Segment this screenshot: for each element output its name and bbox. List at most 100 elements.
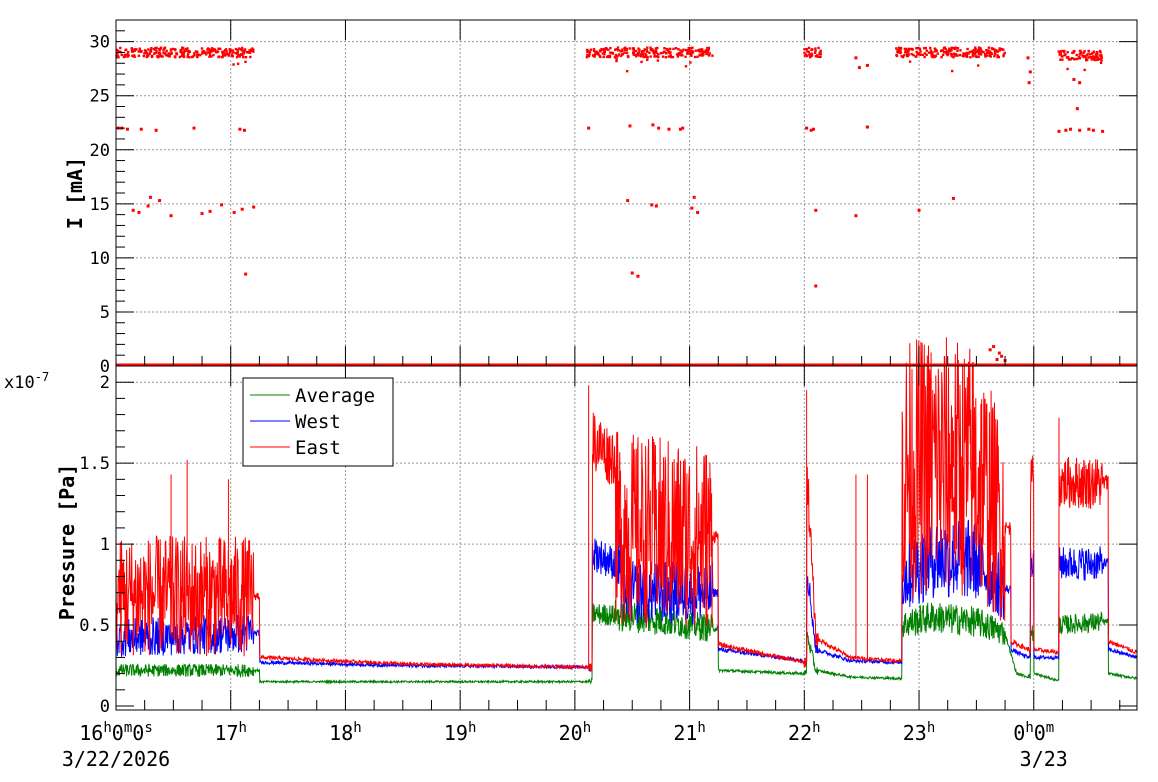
- current-point: [154, 128, 158, 132]
- current-point: [1026, 56, 1030, 60]
- current-point: [607, 48, 610, 52]
- current-point: [160, 54, 163, 58]
- x-tick-label: 18h: [329, 720, 362, 745]
- x-tick-unit: s: [144, 720, 152, 736]
- current-point: [1091, 128, 1095, 132]
- current-point: [918, 53, 921, 56]
- x-tick-label: 22h: [788, 720, 821, 745]
- current-point: [156, 55, 159, 58]
- current-point: [1075, 53, 1078, 57]
- current-point: [625, 48, 628, 52]
- current-point: [682, 48, 685, 51]
- current-point: [193, 54, 196, 57]
- current-point: [665, 48, 669, 51]
- current-point: [243, 48, 247, 52]
- current-point: [967, 52, 970, 55]
- current-point: [645, 54, 648, 57]
- current-point: [634, 53, 637, 56]
- bottom-y-tick-label: 0.5: [79, 616, 110, 636]
- x-tick-value: 19: [444, 721, 468, 745]
- current-point: [235, 55, 239, 59]
- current-point: [661, 55, 665, 58]
- current-point: [242, 51, 245, 55]
- current-point: [133, 49, 136, 52]
- current-point: [962, 55, 965, 58]
- current-point: [819, 55, 822, 58]
- current-point: [1100, 59, 1103, 62]
- current-point: [603, 53, 606, 56]
- current-point: [182, 54, 186, 57]
- current-point: [854, 56, 858, 60]
- current-point: [1083, 50, 1086, 53]
- current-point: [993, 48, 996, 51]
- current-point: [154, 46, 158, 50]
- current-point: [667, 50, 670, 53]
- current-point: [159, 46, 163, 49]
- current-point: [617, 53, 621, 56]
- current-point: [656, 52, 660, 56]
- current-point: [950, 46, 954, 49]
- current-point: [1078, 81, 1082, 85]
- current-point: [923, 46, 926, 50]
- current-point: [918, 48, 922, 51]
- current-point: [707, 53, 710, 56]
- current-point: [221, 50, 224, 54]
- current-point: [614, 53, 618, 57]
- current-point: [617, 49, 620, 52]
- current-point: [707, 46, 710, 50]
- current-point: [668, 47, 672, 51]
- current-point: [242, 55, 245, 58]
- current-point: [229, 49, 232, 53]
- current-point: [706, 50, 710, 53]
- current-point: [232, 210, 236, 214]
- current-point: [192, 126, 196, 130]
- current-point: [646, 58, 649, 62]
- current-point: [162, 51, 165, 55]
- current-point: [941, 53, 945, 57]
- x-tick-unit: h: [103, 720, 111, 736]
- current-point: [679, 54, 682, 57]
- current-point: [988, 348, 992, 352]
- current-point: [196, 53, 199, 56]
- current-point: [977, 50, 980, 54]
- current-point: [628, 124, 632, 128]
- current-point: [652, 49, 655, 53]
- current-point: [123, 53, 126, 57]
- current-point: [1086, 58, 1089, 61]
- current-point: [210, 55, 213, 58]
- current-point: [803, 51, 806, 55]
- current-point: [632, 53, 635, 56]
- current-point: [604, 47, 608, 50]
- top-y-axis-title: I [mA]: [63, 157, 87, 229]
- current-point: [996, 55, 999, 59]
- current-point: [659, 52, 663, 55]
- x-tick-value: 18: [329, 721, 353, 745]
- current-point: [977, 46, 981, 49]
- current-point: [974, 50, 977, 53]
- current-point: [974, 52, 977, 56]
- current-point: [965, 53, 969, 57]
- current-point: [142, 54, 145, 58]
- current-point: [931, 51, 934, 54]
- current-point: [1066, 50, 1069, 54]
- current-point: [204, 51, 207, 54]
- top-y-tick-label: 0: [100, 357, 110, 377]
- current-point: [690, 206, 694, 210]
- current-point: [921, 53, 924, 57]
- current-point: [212, 49, 215, 52]
- current-point: [180, 48, 183, 52]
- current-point: [210, 47, 214, 50]
- current-point: [688, 52, 692, 55]
- current-point: [593, 53, 597, 56]
- current-point: [234, 52, 238, 55]
- current-point: [654, 47, 658, 50]
- current-point: [962, 52, 965, 55]
- current-point: [204, 53, 208, 56]
- current-point: [1070, 57, 1074, 60]
- current-point: [935, 49, 938, 52]
- current-point: [225, 53, 228, 56]
- current-point: [1078, 53, 1081, 56]
- current-point: [222, 50, 226, 53]
- current-point: [809, 128, 813, 132]
- current-point: [228, 51, 232, 54]
